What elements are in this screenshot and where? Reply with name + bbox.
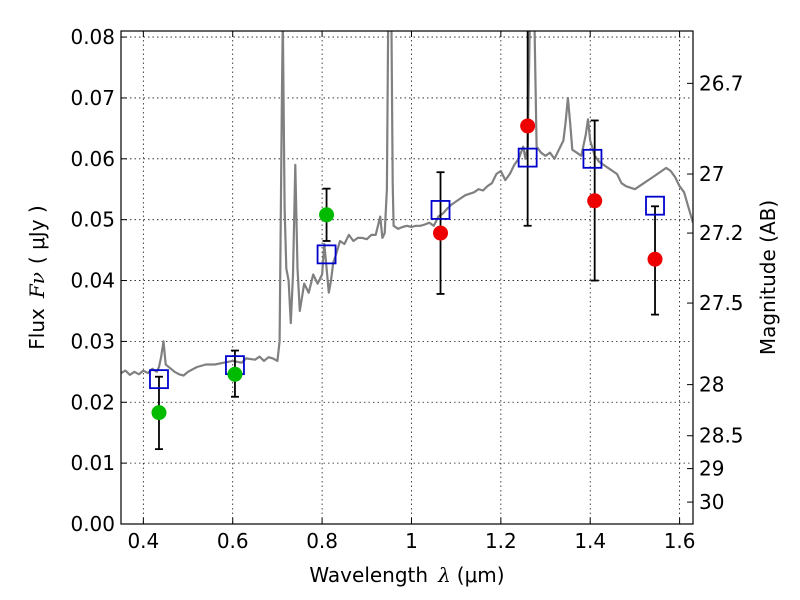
y2-tick-label: 27.5: [699, 291, 744, 315]
y-tick-label: 0.02: [70, 390, 115, 414]
y2-axis-label: Magnitude (AB): [756, 200, 780, 355]
x-tick-label: 0.4: [127, 529, 159, 553]
axis-ticks: 0.4 0.6 0.8 1 1.2 1.4 1.6 0.00 0.01 0.02 0.03 0.04 0…: [70, 25, 743, 553]
y-tick-label: 0.01: [70, 451, 115, 475]
grid-lines: [121, 31, 693, 525]
plot-frame: [120, 30, 694, 525]
x-tick-label: 1.6: [664, 529, 696, 553]
y-tick-label: 0.04: [70, 269, 115, 293]
y2-tick-label: 28.5: [699, 424, 744, 448]
photometry-point: [433, 225, 449, 241]
photometry-point: [647, 251, 663, 267]
x-tick-label: 1.4: [574, 529, 606, 553]
x-axis-label: Wavelength λ (μm): [309, 563, 504, 587]
y-axis-label: FluxFν( μJy ): [25, 205, 49, 349]
x-tick-label: 1.2: [485, 529, 517, 553]
y2-tick-label: 28: [699, 373, 724, 397]
photometry-point: [587, 193, 603, 209]
y-tick-label: 0.05: [70, 208, 115, 232]
model-square-marker: [149, 369, 169, 390]
photometry-point: [520, 118, 536, 134]
y2-tick-label: 27.2: [699, 221, 744, 245]
plot-area: [121, 31, 693, 451]
y-tick-label: 0.07: [70, 86, 115, 110]
y2-tick-label: 26.7: [699, 71, 744, 95]
model-square-marker: [582, 148, 603, 169]
y-tick-label: 0.06: [70, 147, 115, 171]
x-tick-label: 0.8: [306, 529, 338, 553]
model-square-marker: [316, 244, 337, 265]
y2-tick-label: 29: [699, 457, 724, 481]
x-tick-label: 1: [405, 529, 418, 553]
y-tick-label: 0.08: [70, 25, 115, 49]
model-square-marker: [430, 200, 451, 220]
y-tick-label: 0.00: [70, 512, 115, 536]
y2-tick-label: 30: [699, 490, 724, 514]
photometry-point: [319, 207, 335, 223]
model-square-marker: [517, 147, 538, 168]
model-square-marker: [645, 195, 665, 216]
photometry-point: [227, 366, 243, 382]
x-tick-label: 0.6: [217, 529, 249, 553]
y2-tick-label: 27: [699, 162, 724, 186]
photometry-point: [151, 405, 167, 421]
y-tick-label: 0.03: [70, 329, 115, 353]
spectrum-line: [121, 31, 693, 377]
